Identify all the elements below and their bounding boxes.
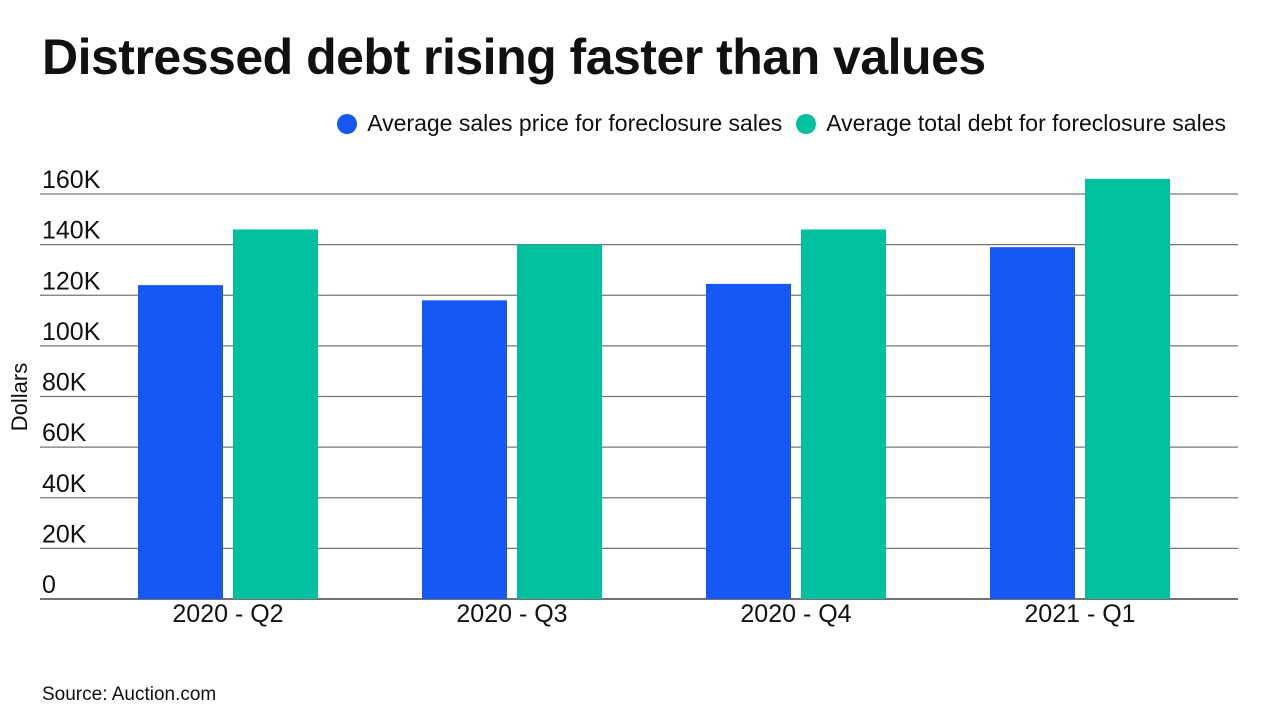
legend-item-total-debt: Average total debt for foreclosure sales xyxy=(796,110,1226,137)
legend-label: Average total debt for foreclosure sales xyxy=(826,110,1226,136)
legend-label: Average sales price for foreclosure sale… xyxy=(367,110,783,136)
y-tick-label: 80K xyxy=(42,369,87,397)
legend-dot-sales-price xyxy=(337,113,358,134)
y-tick-label: 60K xyxy=(42,419,87,447)
x-tick-label: 2020 - Q3 xyxy=(456,600,567,628)
y-axis-label: Dollars xyxy=(7,363,32,431)
legend-dot-total-debt xyxy=(796,113,817,134)
bar-total-debt xyxy=(233,229,318,599)
bar-total-debt xyxy=(517,244,602,599)
y-tick-label: 120K xyxy=(42,267,101,295)
x-tick-label: 2020 - Q4 xyxy=(740,600,851,628)
y-tick-label: 20K xyxy=(42,520,87,548)
y-tick-label: 140K xyxy=(42,217,101,245)
bar-sales-price xyxy=(706,283,791,599)
y-tick-label: 100K xyxy=(42,318,101,346)
x-tick-label: 2021 - Q1 xyxy=(1024,600,1135,628)
bar-total-debt xyxy=(801,229,886,599)
bar-total-debt xyxy=(1085,178,1170,599)
y-tick-label: 160K xyxy=(42,166,101,194)
bar-sales-price xyxy=(138,285,223,599)
bar-sales-price xyxy=(422,300,507,599)
x-tick-label: 2020 - Q2 xyxy=(172,600,283,628)
chart-title: Distressed debt rising faster than value… xyxy=(42,29,986,85)
y-tick-label: 40K xyxy=(42,470,87,498)
legend-item-sales-price: Average sales price for foreclosure sale… xyxy=(337,110,782,137)
source-note: Source: Auction.com xyxy=(42,684,217,705)
bar-sales-price xyxy=(990,247,1075,599)
legend: Average sales price for foreclosure sale… xyxy=(337,110,1226,137)
y-tick-label: 0 xyxy=(42,571,56,599)
